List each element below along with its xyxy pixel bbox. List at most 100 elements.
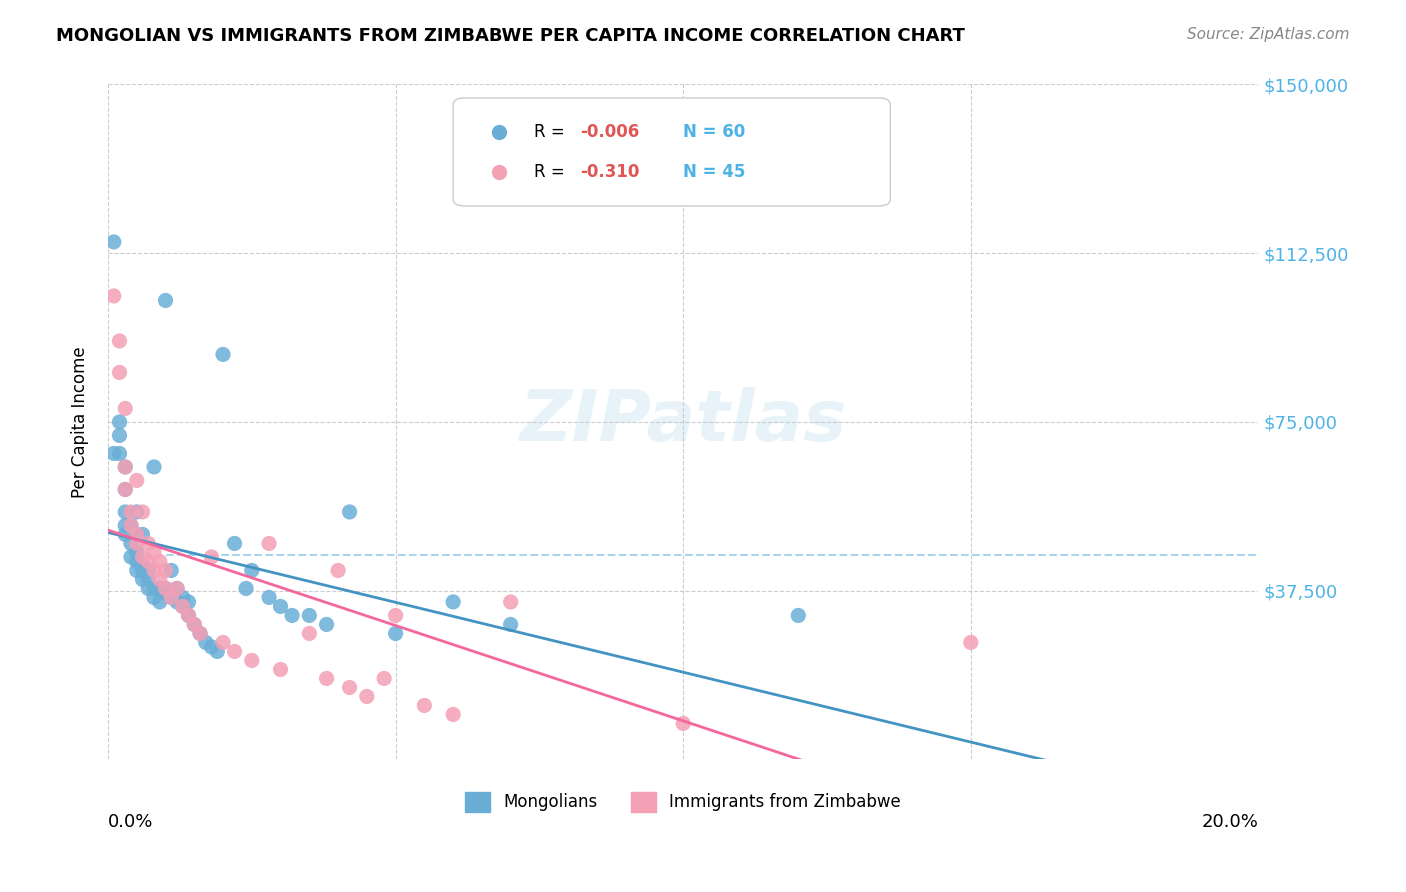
Point bbox=[131, 573, 153, 587]
Point bbox=[373, 672, 395, 686]
Point bbox=[103, 235, 125, 249]
Point bbox=[136, 573, 159, 587]
Point bbox=[224, 536, 246, 550]
Point bbox=[155, 582, 177, 596]
Point bbox=[114, 505, 136, 519]
Point bbox=[125, 564, 148, 578]
Point bbox=[172, 599, 194, 614]
Point bbox=[143, 582, 166, 596]
Text: N = 60: N = 60 bbox=[683, 123, 745, 141]
Point bbox=[183, 617, 205, 632]
Point bbox=[441, 595, 464, 609]
Point bbox=[240, 564, 263, 578]
Point bbox=[125, 474, 148, 488]
Text: ZIPatlas: ZIPatlas bbox=[520, 387, 846, 457]
Point bbox=[172, 599, 194, 614]
Point bbox=[413, 698, 436, 713]
Point bbox=[672, 716, 695, 731]
Point bbox=[339, 505, 361, 519]
Point bbox=[120, 536, 142, 550]
Point bbox=[172, 591, 194, 605]
Point bbox=[959, 635, 981, 649]
Point bbox=[160, 591, 183, 605]
Text: -0.310: -0.310 bbox=[579, 163, 640, 181]
Y-axis label: Per Capita Income: Per Capita Income bbox=[72, 346, 89, 498]
Point bbox=[120, 549, 142, 564]
Point bbox=[143, 545, 166, 559]
Point bbox=[136, 536, 159, 550]
Point bbox=[131, 505, 153, 519]
Point bbox=[188, 626, 211, 640]
Legend: Mongolians, Immigrants from Zimbabwe: Mongolians, Immigrants from Zimbabwe bbox=[458, 785, 908, 819]
Point bbox=[155, 293, 177, 308]
Text: R =: R = bbox=[534, 123, 569, 141]
Point bbox=[298, 626, 321, 640]
Point bbox=[499, 617, 522, 632]
Point bbox=[131, 527, 153, 541]
Point bbox=[149, 582, 172, 596]
Point bbox=[315, 672, 337, 686]
Point bbox=[326, 564, 349, 578]
Point bbox=[212, 635, 235, 649]
Point bbox=[270, 663, 292, 677]
Point bbox=[103, 289, 125, 303]
Text: MONGOLIAN VS IMMIGRANTS FROM ZIMBABWE PER CAPITA INCOME CORRELATION CHART: MONGOLIAN VS IMMIGRANTS FROM ZIMBABWE PE… bbox=[56, 27, 965, 45]
Point bbox=[136, 564, 159, 578]
Point bbox=[114, 459, 136, 474]
Point bbox=[384, 626, 406, 640]
Point bbox=[108, 334, 131, 348]
Point bbox=[257, 591, 280, 605]
Point bbox=[166, 582, 188, 596]
Text: R =: R = bbox=[534, 163, 575, 181]
Point bbox=[120, 518, 142, 533]
Point bbox=[125, 527, 148, 541]
Point bbox=[131, 558, 153, 573]
Point bbox=[143, 591, 166, 605]
Point bbox=[120, 505, 142, 519]
Point bbox=[166, 595, 188, 609]
Point bbox=[125, 536, 148, 550]
Point bbox=[131, 564, 153, 578]
Text: 20.0%: 20.0% bbox=[1202, 814, 1258, 831]
Point bbox=[441, 707, 464, 722]
Point bbox=[166, 582, 188, 596]
Point bbox=[149, 554, 172, 568]
Point bbox=[177, 608, 200, 623]
Point bbox=[108, 446, 131, 460]
Point bbox=[298, 608, 321, 623]
Point bbox=[143, 564, 166, 578]
Point bbox=[499, 595, 522, 609]
Point bbox=[143, 459, 166, 474]
Point bbox=[224, 644, 246, 658]
Point bbox=[125, 554, 148, 568]
Point bbox=[155, 564, 177, 578]
Point bbox=[200, 549, 222, 564]
Text: N = 45: N = 45 bbox=[683, 163, 745, 181]
Point bbox=[384, 608, 406, 623]
Point bbox=[200, 640, 222, 654]
Point bbox=[160, 591, 183, 605]
Point bbox=[114, 527, 136, 541]
Point bbox=[108, 415, 131, 429]
Point bbox=[114, 483, 136, 497]
Point bbox=[188, 626, 211, 640]
Point bbox=[212, 347, 235, 361]
Text: -0.006: -0.006 bbox=[579, 123, 638, 141]
Point bbox=[194, 635, 217, 649]
Point bbox=[136, 554, 159, 568]
Point bbox=[114, 518, 136, 533]
Point bbox=[149, 573, 172, 587]
Point bbox=[787, 608, 810, 623]
Point bbox=[281, 608, 304, 623]
Point bbox=[356, 690, 378, 704]
Point bbox=[114, 483, 136, 497]
Point bbox=[315, 617, 337, 632]
Point bbox=[125, 545, 148, 559]
Point bbox=[114, 459, 136, 474]
Point bbox=[114, 401, 136, 416]
Point bbox=[155, 586, 177, 600]
Point bbox=[177, 595, 200, 609]
Point bbox=[160, 564, 183, 578]
FancyBboxPatch shape bbox=[453, 98, 890, 206]
Point bbox=[155, 582, 177, 596]
